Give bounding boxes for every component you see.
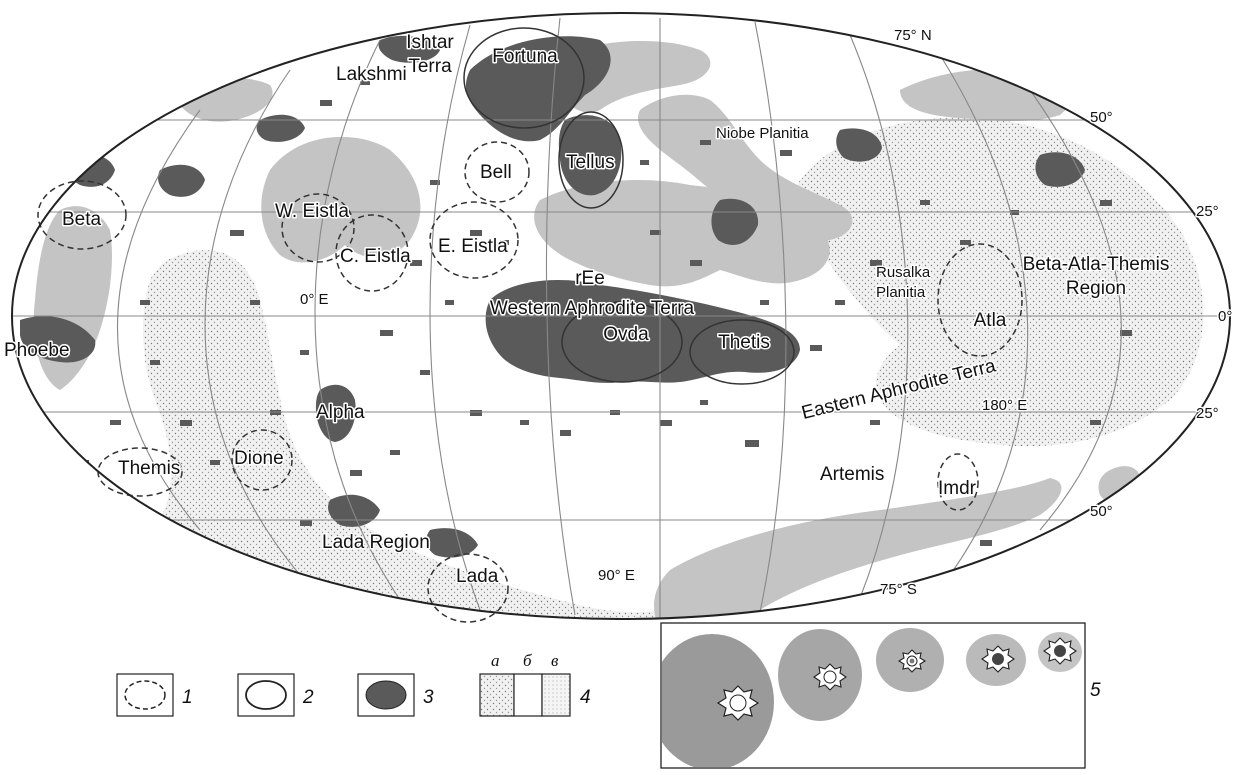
outline-c-eistla <box>335 214 409 292</box>
graticule-labels: 75° N 50° 25° 0° 25° 50° 75° S 0° E 90° … <box>299 26 1234 600</box>
lat-label-50n: 50° <box>1090 109 1113 126</box>
legend-swatch-b <box>513 673 543 717</box>
lon-label-180e: 180° E <box>982 397 1027 414</box>
legend-solid-ellipse-icon <box>245 680 287 710</box>
label-atla: Atla <box>974 310 1007 331</box>
map-ellipse-border <box>11 12 1231 620</box>
graticule <box>12 17 1230 618</box>
legend-num-1: 1 <box>182 687 193 708</box>
legend-sub-c: в <box>551 651 559 670</box>
label-artemis: Artemis <box>820 464 884 485</box>
label-alpha: Alpha <box>316 402 365 423</box>
lat-label-equator: 0° <box>1218 308 1232 325</box>
label-thetis: Thetis <box>718 332 770 353</box>
legend-item-4: а б в 4 <box>479 651 591 717</box>
legend-sub-b: б <box>523 651 532 670</box>
legend-num-2: 2 <box>302 687 314 708</box>
label-imdr: Imdr <box>938 478 977 499</box>
lat-label-75s: 75° S <box>880 581 917 598</box>
label-themis: Themis <box>118 458 180 479</box>
legend-filled-ellipse-icon <box>365 680 407 710</box>
label-lada: Lada <box>456 566 499 587</box>
label-e-eistla: E. Eistla <box>438 236 508 257</box>
inset-stage-4 <box>966 634 1026 686</box>
tessera-fortuna <box>465 36 611 142</box>
label-niobe-planitia: Niobe Planitia <box>716 125 809 142</box>
label-ishtar-l2: Terra <box>408 56 452 77</box>
tessera-ovda <box>485 280 800 383</box>
label-tellus: Tellus <box>566 152 615 173</box>
label-bat-l1: Beta-Atla-Themis <box>1023 254 1170 275</box>
outline-w-eistla <box>281 193 355 263</box>
label-bell: Bell <box>480 162 512 183</box>
dotted-region-bat <box>796 117 1204 447</box>
legend-item-1: 1 <box>116 673 193 717</box>
dotted-region-lada <box>117 250 660 619</box>
label-western-aphrodite: Western Aphrodite Terra <box>490 298 695 319</box>
outline-tellus <box>558 111 624 209</box>
outline-beta <box>37 180 127 250</box>
tessera-alpha <box>315 384 356 442</box>
inset-stage-5 <box>1038 632 1082 672</box>
lat-label-75n: 75° N <box>894 27 932 44</box>
map-area: Ishtar Terra Fortuna Lakshmi Beta W. Eis… <box>3 12 1234 623</box>
outline-fortuna <box>463 27 585 129</box>
inset-stage-1 <box>662 634 774 767</box>
outline-imdr <box>937 453 979 511</box>
label-lakshmi: Lakshmi <box>336 64 407 85</box>
outline-dione <box>231 429 293 491</box>
lat-label-25s: 25° <box>1196 405 1219 422</box>
lat-label-25n: 25° <box>1196 203 1219 220</box>
legend-dashed-ellipse-icon <box>124 680 166 710</box>
legend: 1 2 3 а б в 4 <box>116 651 591 717</box>
label-w-eistla: W. Eistla <box>275 201 349 222</box>
label-ovda: Ovda <box>603 324 649 345</box>
outline-ovda <box>561 301 683 383</box>
inset-evolution: 5 <box>660 622 1101 769</box>
legend-item-3: 3 <box>357 673 434 717</box>
lon-label-90e: 90° E <box>598 567 635 584</box>
structure-outlines <box>37 27 1023 623</box>
inset-stage-3 <box>876 628 944 692</box>
outline-bell <box>464 141 530 203</box>
tessera-tellus <box>558 115 622 196</box>
label-lada-region: Lada Region <box>322 532 430 553</box>
legend-swatch-a <box>479 673 515 717</box>
outline-thetis <box>689 319 795 385</box>
label-rusalka-l1: Rusalka <box>876 264 931 281</box>
label-bat-l2: Region <box>1066 278 1126 299</box>
label-c-eistla: C. Eistla <box>340 246 411 267</box>
legend-num-3: 3 <box>423 687 434 708</box>
outline-e-eistla <box>429 201 519 279</box>
label-dione: Dione <box>234 448 284 469</box>
label-fortuna: Fortuna <box>492 46 558 67</box>
label-beta: Beta <box>62 209 102 230</box>
lat-label-50s: 50° <box>1090 503 1113 520</box>
legend-item-2: 2 <box>237 673 314 717</box>
tessera-fragments <box>80 80 1160 546</box>
lon-label-0e: 0° E <box>300 291 329 308</box>
inset-num-5: 5 <box>1090 680 1101 701</box>
label-ishtar-l1: Ishtar <box>406 32 454 53</box>
label-rusalka-l2: Planitia <box>876 284 926 301</box>
label-phoebe: Phoebe <box>4 340 70 361</box>
label-ree: rEe <box>575 268 605 289</box>
inset-stage-2 <box>778 629 862 721</box>
outline-atla <box>937 243 1023 357</box>
legend-num-4: 4 <box>580 687 591 708</box>
legend-swatch-c <box>541 673 571 717</box>
legend-sub-a: а <box>491 651 500 670</box>
tessera-regions <box>20 35 1085 558</box>
outline-lada <box>427 553 509 623</box>
